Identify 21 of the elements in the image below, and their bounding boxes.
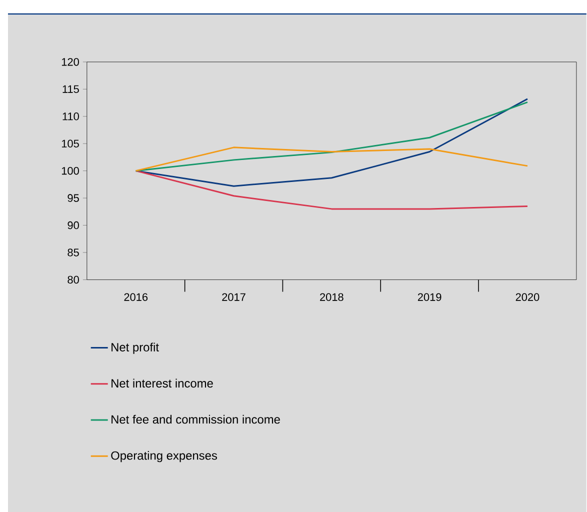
x-tick-label: 2019 [418, 293, 442, 301]
y-tick-label: 85 [68, 248, 79, 256]
line-series [135, 146, 528, 172]
y-tick-label: 110 [62, 112, 79, 120]
y-tick-label: 115 [62, 85, 79, 93]
y-tick-label: 100 [62, 166, 79, 174]
y-tick-label: 90 [68, 221, 79, 229]
line-series [135, 101, 528, 172]
line-series [135, 170, 528, 210]
x-tick-label: 2020 [516, 293, 540, 301]
y-tick-label: 95 [68, 194, 79, 202]
x-tick-label: 2018 [320, 293, 344, 301]
legend-label: Net profit [112, 342, 159, 354]
x-tick-label: 2017 [222, 293, 246, 301]
y-tick-label: 120 [62, 58, 79, 66]
y-tick-label: 80 [68, 276, 79, 284]
legend-label: Net fee and commission income [112, 414, 280, 424]
y-tick-label: 105 [62, 140, 79, 148]
legend-label: Operating expenses [111, 450, 218, 462]
x-tick-label: 2016 [124, 293, 148, 301]
legend-label: Net interest income [112, 378, 213, 388]
